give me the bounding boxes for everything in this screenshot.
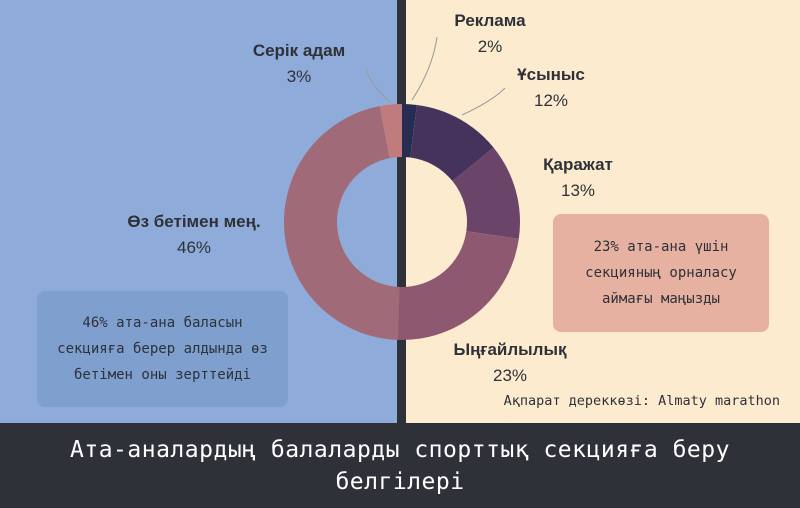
value-ыңғайлылық: 23% [493, 366, 527, 385]
label-ұсыныс: Ұсыныс [517, 65, 585, 84]
note-right: 23% ата-ана үшін секцияның орналасу айма… [553, 214, 769, 332]
donut-slices [283, 104, 520, 340]
value-өз-бетімен-мең: 46% [177, 238, 211, 257]
value-ұсыныс: 12% [534, 91, 568, 110]
leader-серік-адам [365, 67, 391, 103]
value-серік-адам: 3% [287, 67, 312, 86]
label-реклама: Реклама [454, 11, 526, 30]
slice-labels: Реклама 2% Ұсыныс 12% Қаражат 13% Ыңғайлылық 23… [127, 11, 612, 385]
slice-өз-бетімен-мең [283, 106, 400, 340]
leader-ұсыныс [461, 87, 506, 116]
label-қаражат: Қаражат [543, 155, 613, 174]
label-ыңғайлылық: Ыңғайлылық [453, 340, 567, 359]
note-left-text: 46% ата-ана баласын секцияға берер алдын… [57, 315, 268, 383]
note-left: 46% ата-ана баласын секцияға берер алдын… [37, 291, 288, 407]
slice-ұсыныс [410, 104, 494, 182]
slice-ыңғайлылық [398, 231, 519, 340]
slice-серік-адам [379, 104, 402, 159]
value-реклама: 2% [478, 37, 503, 56]
slice-қаражат [452, 147, 520, 239]
leader-lines [365, 36, 506, 116]
center-divider [397, 0, 406, 423]
label-өз-бетімен-мең: Өз бетімен мең. [127, 212, 260, 231]
label-серік-адам: Серік адам [253, 41, 345, 60]
footer-bar: Ата-аналардың балаларды спорттық секцияғ… [0, 423, 800, 508]
value-қаражат: 13% [561, 181, 595, 200]
source-credit: Ақпарат дереккөзі: Almaty marathon [503, 393, 780, 409]
leader-реклама [411, 36, 438, 101]
donut-chart: Реклама 2% Ұсыныс 12% Қаражат 13% Ыңғайлылық 23… [127, 11, 612, 385]
chart-title: Ата-аналардың балаларды спорттық секцияғ… [70, 437, 730, 495]
note-right-text: 23% ата-ана үшін секцияның орналасу айма… [585, 239, 737, 307]
slice-реклама [402, 104, 417, 158]
